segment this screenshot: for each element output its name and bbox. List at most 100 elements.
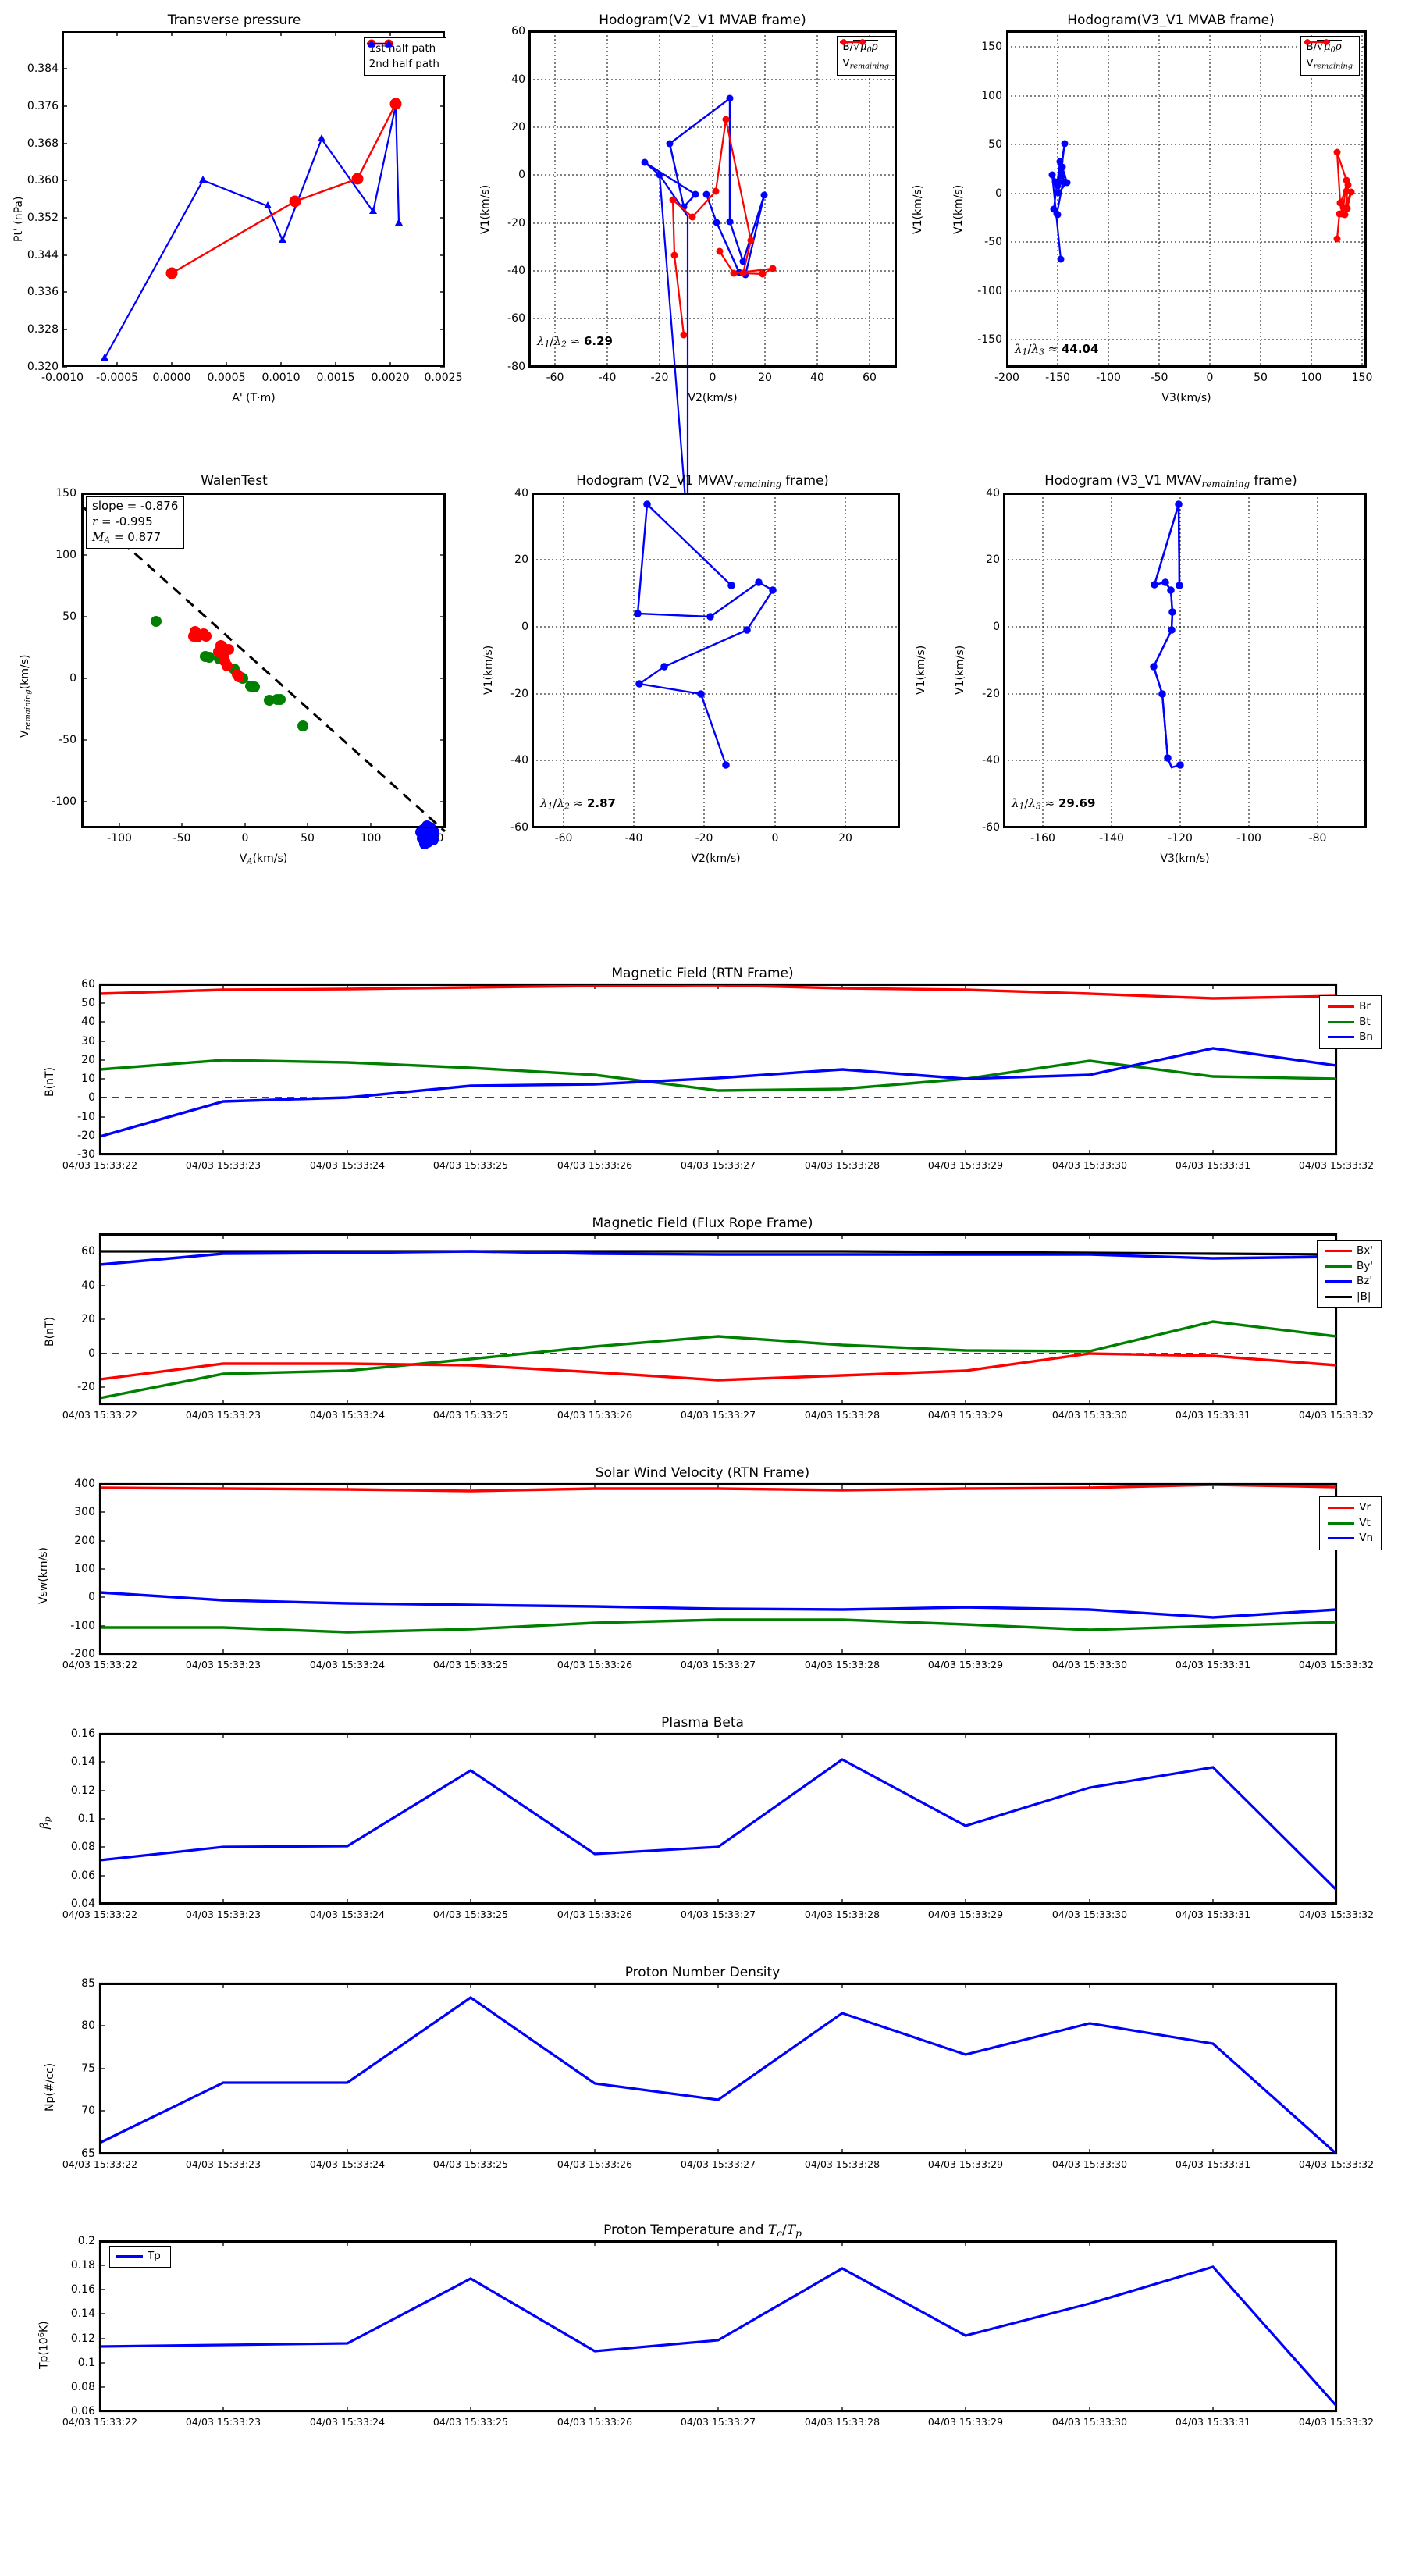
y-tick: -100 [52,795,76,808]
y-tick: -100 [977,285,1002,297]
x-tick: -50 [173,832,191,845]
x-tick: 04/03 15:33:30 [1051,1409,1128,1421]
legend: Bx' By' Bz' |B| [1317,1240,1382,1308]
panel-proton-number-density: Proton Number Density 65 70 75 80 85 Np(… [0,1963,1405,2197]
legend-label: Bx' [1357,1244,1373,1257]
x-tick: 04/03 15:33:26 [557,2158,633,2170]
y-tick: -40 [982,754,1000,767]
legend-swatch-by [1325,1265,1353,1268]
series-red-points [188,626,244,682]
y-tick: -50 [59,734,76,746]
legend-swatch-vr [1328,1507,1355,1510]
y-tick: -20 [77,1381,95,1393]
x-tick: 04/03 15:33:28 [804,1909,880,1920]
legend-row-br: Br [1328,999,1373,1015]
x-tick: -100 [1096,372,1121,384]
series-green-points [151,616,308,731]
x-tick: 04/03 15:33:22 [62,1159,138,1171]
series-b-alfven-markers [634,500,777,769]
series-byp [99,1320,1337,1400]
plot-area [1007,31,1366,367]
x-tick: -140 [1099,832,1124,845]
x-tick: -120 [1168,832,1193,845]
legend-row-bt: Bt [1328,1015,1373,1030]
x-tick: 04/03 15:33:22 [62,1409,138,1421]
x-axis-label: V2(km/s) [688,392,738,404]
y-tick: -40 [510,754,528,767]
x-tick: 0.0025 [424,372,463,384]
legend-swatch-br [1328,1005,1355,1009]
y-tick: 0.12 [70,2332,95,2345]
x-tick: 04/03 15:33:32 [1298,1159,1375,1171]
x-tick: 04/03 15:33:28 [804,2416,880,2428]
proton-temperature-svg [98,2240,1338,2413]
x-tick: 0 [1206,372,1214,384]
gridlines [532,493,899,827]
x-tick: 04/03 15:33:32 [1298,1909,1375,1920]
panel-proton-temperature: Proton Temperature and Tc/Tp 0.06 0.08 0… [0,2221,1405,2471]
y-tick: -60 [982,821,1000,834]
y-tick: 20 [514,553,528,566]
x-tick: 100 [1300,372,1322,384]
x-tick: 100 [360,832,382,845]
legend-swatch-tp [116,2255,143,2258]
series-b-alfven-markers [1150,500,1184,769]
y-tick: 0.328 [27,323,59,336]
y-tick: 0.18 [70,2259,95,2272]
x-tick: 04/03 15:33:28 [804,2158,880,2170]
y-tick: 60 [81,978,95,991]
y-tick: 20 [986,553,1000,566]
x-tick: 50 [1254,372,1268,384]
x-tick: 04/03 15:33:30 [1051,2158,1128,2170]
hodogram-v2v1-mvab-svg [528,30,897,532]
x-tick: -0.0010 [41,372,84,384]
gridlines [1004,493,1366,827]
x-tick: -80 [1308,832,1327,845]
x-tick: 04/03 15:33:28 [804,1409,880,1421]
panel-hodogram-v3v1-mvav: Hodogram (V3_V1 MVAVremaining frame) -60… [937,468,1405,906]
y-tick: -100 [70,1620,95,1632]
legend: Tp [109,2246,171,2268]
x-tick: -60 [546,372,564,384]
panel-title: Hodogram(V3_V1 MVAB frame) [1067,12,1275,28]
x-tick: 04/03 15:33:27 [680,1159,756,1171]
y-tick: 0 [88,1091,95,1104]
legend: B/√μ0ρ Vremaining [1300,36,1360,76]
x-tick: 04/03 15:33:29 [927,1409,1004,1421]
x-tick: 04/03 15:33:31 [1175,2416,1251,2428]
x-tick: 04/03 15:33:24 [309,1909,386,1920]
legend-label: Bz' [1357,1275,1373,1288]
y-tick: -20 [982,688,1000,700]
x-tick: 0.0020 [371,372,410,384]
x-tick: 150 [1351,372,1373,384]
y-tick: 0.360 [27,174,59,187]
x-tick: 04/03 15:33:26 [557,1159,633,1171]
x-tick: 0.0010 [261,372,301,384]
y-tick: 85 [81,1977,95,1990]
series-vr [99,1483,1337,1493]
x-tick: 04/03 15:33:24 [309,2158,386,2170]
series-proton-temperature [99,2265,1338,2407]
legend-row-bz: Bz' [1325,1274,1373,1290]
legend-label: Br [1359,1000,1371,1012]
series-1st-half-path [171,103,397,275]
legend-row-vn: Vn [1328,1531,1373,1546]
x-tick: 04/03 15:33:24 [309,1659,386,1670]
eigenvalue-ratio-annotation: λ1/λ3 ≈ 29.69 [1012,796,1096,812]
y-tick: 0.06 [70,2405,95,2418]
legend-marker-triangle [366,40,393,47]
plot-area [100,1234,1336,1404]
y-tick: 40 [986,487,1000,500]
plot-area [100,1984,1336,2154]
x-tick: -100 [107,832,132,845]
x-tick: 04/03 15:33:23 [185,1909,261,1920]
x-tick: 0 [709,372,717,384]
x-axis-label: VA(km/s) [239,852,288,866]
panel-title: WalenTest [201,473,268,489]
plot-area [62,31,445,367]
x-axis-label: V2(km/s) [691,852,741,865]
y-tick: 60 [511,25,525,37]
x-tick: 04/03 15:33:22 [62,1659,138,1670]
y-tick: -60 [507,312,525,325]
correlation-value: r = -0.995 [92,514,153,528]
